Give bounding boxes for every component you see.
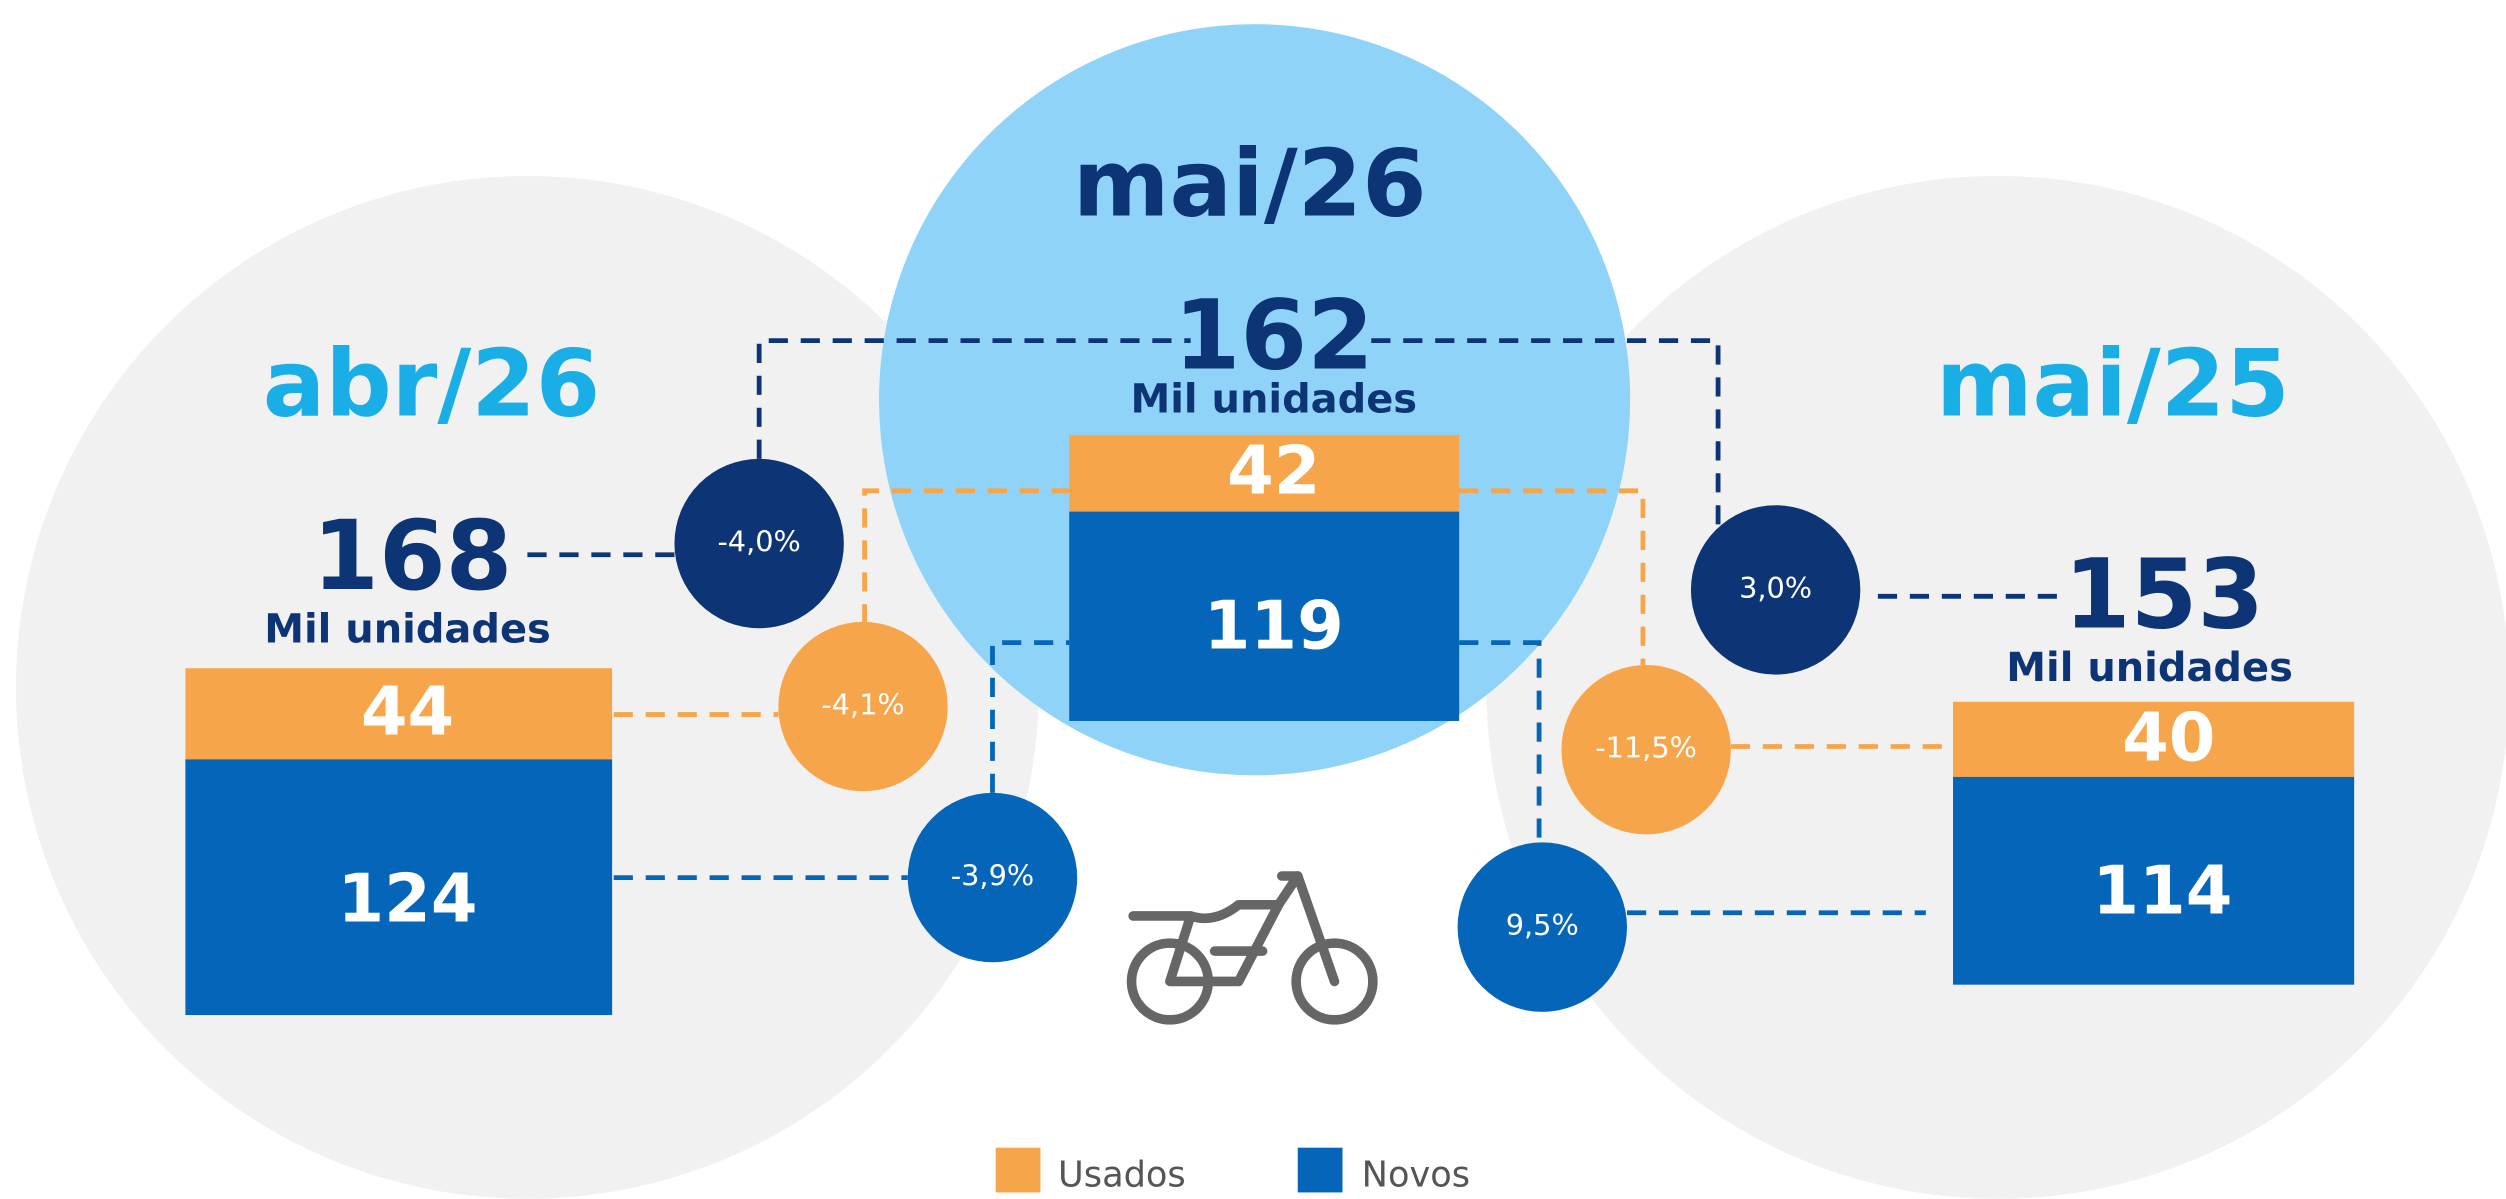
change-bubble	[1561, 665, 1731, 835]
change-label: -4,1%	[821, 688, 904, 722]
total: 168	[312, 500, 512, 612]
change-bubble	[1690, 505, 1861, 675]
connectors	[527, 338, 2062, 916]
period-label: mai/26	[1073, 130, 1427, 238]
change-label: 9,5%	[1506, 908, 1579, 942]
usados-value: 40	[2122, 698, 2215, 776]
usados-value: 44	[361, 673, 454, 751]
change-label: -4,0%	[717, 525, 800, 559]
period-label: abr/26	[263, 330, 600, 438]
novos-block	[1953, 776, 2355, 985]
change-bubble	[674, 458, 844, 629]
change-bubble	[1457, 842, 1627, 1012]
change-bubble	[778, 621, 948, 792]
legend-swatch	[995, 1147, 1041, 1193]
legend-label: Novos	[1362, 1154, 1470, 1195]
usados-block	[1069, 434, 1460, 512]
total: 153	[2064, 538, 2264, 650]
novos-value: 114	[2092, 852, 2232, 930]
change-label: -3,9%	[951, 859, 1034, 893]
usados-block	[1953, 701, 2355, 777]
period-label: mai/25	[1936, 330, 2290, 438]
unit: Mil unidades	[1130, 376, 1417, 422]
unit: Mil unidades	[2006, 645, 2293, 691]
legend-label: Usados	[1058, 1154, 1186, 1195]
change-label: -11,5%	[1595, 731, 1697, 765]
novos-block	[1069, 511, 1460, 721]
usados-value: 42	[1227, 431, 1320, 509]
novos-value: 119	[1204, 586, 1344, 664]
unit: Mil unidades	[264, 606, 551, 652]
change-bubble	[907, 792, 1078, 963]
motorcycle-icon	[1126, 871, 1378, 1025]
total: 162	[1174, 280, 1374, 392]
novos-block	[185, 759, 613, 1016]
legend-swatch	[1297, 1147, 1343, 1193]
novos-value: 124	[337, 860, 477, 938]
usados-block	[185, 668, 613, 760]
change-label: 3,0%	[1739, 571, 1812, 605]
